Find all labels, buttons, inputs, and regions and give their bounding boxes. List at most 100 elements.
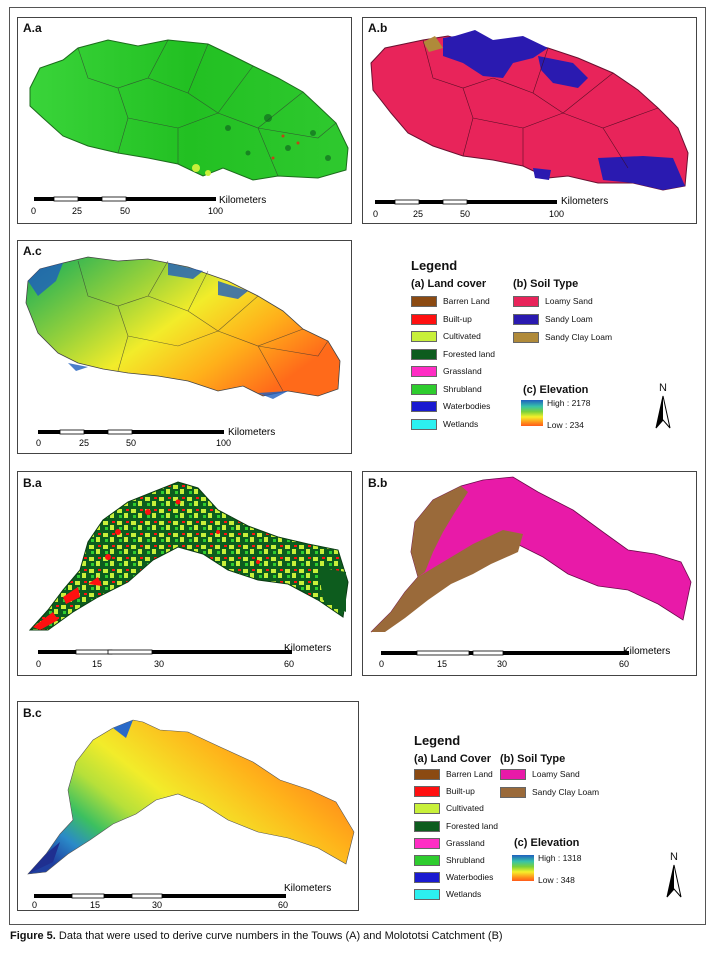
elevation-map-molototsi bbox=[27, 719, 355, 875]
legend-item-label: Forested land bbox=[446, 820, 498, 831]
legend-swatch bbox=[411, 418, 437, 430]
legend-item-label: Loamy Sand bbox=[532, 769, 580, 779]
scale-unit: Kilometers bbox=[623, 646, 670, 657]
north-label: N bbox=[659, 382, 667, 394]
legend-swatch bbox=[414, 769, 440, 780]
legend-swatch bbox=[513, 332, 539, 343]
legend-swatch bbox=[500, 769, 526, 780]
legend-item-label: Forested land bbox=[443, 348, 495, 359]
legend-item-label: Waterbodies bbox=[443, 401, 491, 411]
scale-tick: 0 bbox=[36, 438, 41, 448]
scale-bar: Kilometers 0 25 50 100 bbox=[373, 196, 608, 219]
scale-tick: 15 bbox=[437, 659, 447, 669]
scale-bar: Kilometers 0 25 50 100 bbox=[36, 427, 275, 448]
legend-swatch bbox=[513, 296, 539, 307]
panel-label: B.b bbox=[368, 476, 388, 490]
panel-label: A.c bbox=[23, 244, 42, 258]
north-arrow: N bbox=[664, 851, 684, 901]
panel-a-b: A.b Kilometers 0 25 50 100 bbox=[362, 17, 697, 224]
scale-tick: 15 bbox=[92, 659, 102, 669]
panel-label: B.a bbox=[23, 476, 42, 490]
elevation-high-label: High : 1318 bbox=[538, 853, 582, 863]
scale-unit: Kilometers bbox=[228, 427, 275, 438]
scale-tick: 30 bbox=[154, 659, 164, 669]
scale-tick: 0 bbox=[373, 209, 378, 219]
scale-tick: 25 bbox=[413, 209, 423, 219]
figure-caption: Figure 5. Data that were used to derive … bbox=[10, 930, 503, 942]
scale-tick: 0 bbox=[31, 206, 36, 216]
scale-bar: Kilometers 0 15 30 60 bbox=[379, 646, 670, 669]
legend-a: Legend (a) Land cover Barren Land Built-u… bbox=[405, 258, 695, 458]
legend-swatch bbox=[414, 889, 440, 901]
elevation-ramp bbox=[512, 855, 534, 881]
scale-tick: 0 bbox=[379, 659, 384, 669]
scale-tick: 25 bbox=[79, 438, 89, 448]
legend-swatch bbox=[411, 296, 437, 307]
legend-swatch bbox=[414, 855, 440, 866]
panel-a-c: A.c Kilometers 0 25 50 100 bbox=[17, 240, 352, 454]
legend-item-label: Grassland bbox=[443, 366, 482, 376]
scale-tick: 60 bbox=[278, 900, 288, 910]
figure-frame bbox=[9, 7, 706, 925]
legend-item-label: Grassland bbox=[446, 837, 485, 848]
legend-item-label: Shrubland bbox=[443, 383, 482, 394]
scale-bar: Kilometers 0 25 50 100 bbox=[31, 195, 266, 216]
elevation-title: (c) Elevation bbox=[523, 384, 589, 396]
scale-tick: 100 bbox=[216, 438, 231, 448]
north-label: N bbox=[670, 851, 678, 863]
scale-tick: 100 bbox=[549, 209, 564, 219]
panel-label: A.a bbox=[23, 21, 42, 35]
legend-swatch bbox=[414, 803, 440, 815]
legend-item-label: Sandy Loam bbox=[545, 314, 593, 324]
elevation-title: (c) Elevation bbox=[514, 837, 580, 849]
panel-a-a: A.a Kilometers 0 25 50 100 bbox=[17, 17, 352, 224]
legend-item-label: Cultivated bbox=[443, 331, 481, 341]
caption-label: Figure 5. bbox=[10, 930, 56, 942]
panel-label: B.c bbox=[23, 706, 42, 720]
legend-item-label: Shrubland bbox=[446, 855, 485, 865]
panel-label: A.b bbox=[368, 21, 388, 35]
legend-swatch bbox=[414, 872, 440, 884]
scale-tick: 0 bbox=[36, 659, 41, 669]
legend-swatch bbox=[411, 348, 437, 360]
legend-swatch bbox=[500, 787, 526, 798]
elevation-low-label: Low : 234 bbox=[547, 420, 584, 430]
soil-type-title: (b) Soil Type bbox=[513, 278, 579, 290]
caption-text: Data that were used to derive curve numb… bbox=[55, 930, 503, 942]
scale-tick: 50 bbox=[460, 209, 470, 219]
north-arrow-icon bbox=[655, 395, 671, 429]
scale-tick: 50 bbox=[126, 438, 136, 448]
scale-tick: 50 bbox=[120, 206, 130, 216]
legend-b: Legend (a) Land Cover Barren Land Built-u… bbox=[410, 733, 700, 908]
legend-swatch bbox=[411, 383, 437, 395]
elevation-high-label: High : 2178 bbox=[547, 398, 591, 408]
soil-map-touws bbox=[370, 30, 689, 191]
scale-tick: 25 bbox=[72, 206, 82, 216]
legend-swatch bbox=[411, 401, 437, 412]
scale-tick: 30 bbox=[152, 900, 162, 910]
north-arrow-icon bbox=[666, 864, 682, 898]
panel-b-c: B.c Kilometers 0 15 30 60 bbox=[17, 701, 359, 911]
scale-unit: Kilometers bbox=[284, 883, 331, 894]
land-cover-map-molototsi bbox=[28, 481, 349, 631]
land-cover-title: (a) Land cover bbox=[411, 278, 487, 290]
legend-swatch bbox=[411, 313, 437, 325]
legend-swatch bbox=[513, 314, 539, 325]
legend-swatch bbox=[414, 786, 440, 798]
scale-tick: 30 bbox=[497, 659, 507, 669]
legend-swatch bbox=[411, 366, 437, 377]
scale-tick: 0 bbox=[32, 900, 37, 910]
scale-bar: Kilometers 0 15 30 60 bbox=[36, 643, 331, 669]
land-cover-title: (a) Land Cover bbox=[414, 753, 492, 765]
legend-swatch bbox=[411, 331, 437, 342]
elevation-ramp bbox=[521, 400, 543, 426]
panel-b-b: B.b Kilometers 0 15 30 60 bbox=[362, 471, 697, 676]
scale-tick: 100 bbox=[208, 206, 223, 216]
legend-swatch bbox=[414, 837, 440, 849]
scale-tick: 15 bbox=[90, 900, 100, 910]
legend-item-label: Barren Land bbox=[443, 296, 490, 306]
legend-item-label: Sandy Clay Loam bbox=[545, 332, 613, 342]
scale-bar: Kilometers 0 15 30 60 bbox=[32, 883, 331, 910]
legend-item-label: Built-up bbox=[443, 313, 472, 324]
elevation-map-touws bbox=[25, 256, 341, 399]
